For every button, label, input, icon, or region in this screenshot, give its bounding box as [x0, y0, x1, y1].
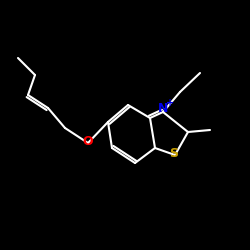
Text: N: N: [158, 102, 168, 115]
Text: S: S: [169, 147, 178, 160]
Text: O: O: [83, 135, 93, 148]
Text: +: +: [166, 98, 174, 108]
